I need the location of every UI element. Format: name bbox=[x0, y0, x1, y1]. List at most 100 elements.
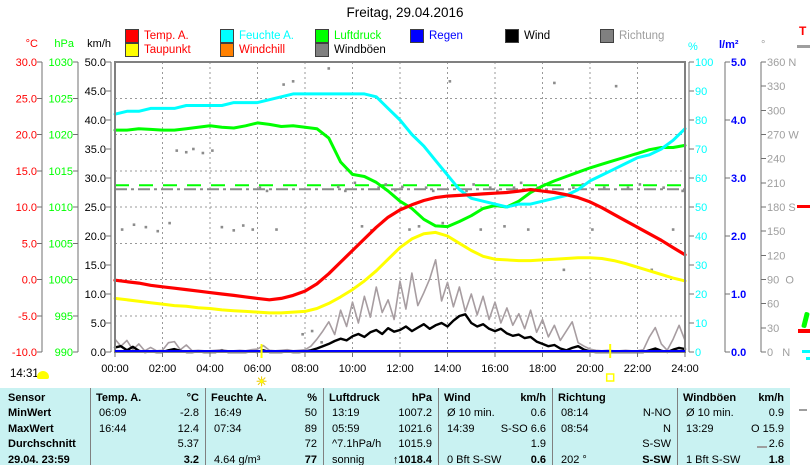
legend-swatch-icon bbox=[410, 29, 424, 43]
axis-unit-kmh: km/h bbox=[87, 38, 111, 50]
axis-tick-label-hpa: 1020 bbox=[49, 130, 73, 142]
axis-tick-label-kmh: 45.0 bbox=[85, 86, 106, 98]
table-cell: sonnig ↑1018.4 bbox=[332, 453, 432, 465]
table-cell: 05:59 1021.6 bbox=[332, 422, 432, 435]
direction-point bbox=[614, 84, 618, 88]
axis-tick-label-deg: 210 bbox=[767, 178, 785, 190]
axis-tick-label-kmh: 10.0 bbox=[85, 289, 106, 301]
legend-swatch-icon bbox=[220, 29, 234, 43]
time-tick-label: 06:00 bbox=[244, 363, 272, 375]
table-cell: Wind km/h bbox=[444, 391, 546, 404]
legend-swatch-icon bbox=[315, 43, 329, 57]
axis-tick-label-percent: 10 bbox=[695, 318, 707, 330]
axis-unit-hpa: hPa bbox=[54, 38, 74, 50]
legend-swatch-icon bbox=[600, 29, 614, 43]
time-tick-label: 10:00 bbox=[339, 363, 367, 375]
direction-point bbox=[417, 225, 421, 228]
table-cell: 08:14 N-NO bbox=[561, 407, 671, 420]
direction-point bbox=[168, 221, 171, 225]
axis-tick-label-deg: 90 O bbox=[767, 275, 794, 287]
legend-item-temp-a-: Temp. A. bbox=[125, 29, 189, 43]
legend-item-feuchte-a-: Feuchte A. bbox=[220, 29, 294, 43]
axis-tick-label-percent: 50 bbox=[695, 202, 707, 214]
axis-tick-label-celsius: 30.0 bbox=[16, 57, 37, 69]
time-tick-label: 18:00 bbox=[529, 363, 557, 375]
axis-tick-label-deg: 360 N bbox=[767, 57, 796, 69]
legend-label: Windchill bbox=[239, 44, 286, 56]
axis-tick-label-kmh: 30.0 bbox=[85, 173, 106, 185]
direction-point bbox=[336, 185, 340, 189]
time-tick-label: 12:00 bbox=[386, 363, 414, 375]
direction-point bbox=[275, 228, 278, 231]
table-cell: Feuchte A.% bbox=[211, 391, 317, 404]
axis-tick-label-celsius: 20.0 bbox=[16, 130, 37, 142]
legend-label: Luftdruck bbox=[334, 30, 382, 42]
series-feuchte-a- bbox=[113, 92, 687, 209]
direction-point bbox=[291, 80, 295, 83]
series-luftdruck bbox=[113, 121, 687, 229]
table-cell: 06:09 -2.8 bbox=[99, 407, 199, 420]
axis-unit-deg: ° bbox=[761, 39, 766, 51]
direction-point bbox=[519, 181, 523, 185]
direction-point bbox=[384, 183, 388, 186]
legend-label: Richtung bbox=[619, 30, 665, 42]
direction-point bbox=[408, 228, 411, 231]
axis-tick-label-hpa: 1030 bbox=[49, 57, 73, 69]
direction-point bbox=[241, 224, 245, 227]
edge-red-marker-icon bbox=[797, 205, 810, 208]
legend-label: Wind bbox=[524, 30, 551, 42]
axis-tick-label-celsius: 0.0 bbox=[22, 275, 37, 287]
axis-tick-label-percent: 40 bbox=[695, 231, 707, 243]
direction-point bbox=[496, 189, 499, 193]
axis-unit-percent: % bbox=[688, 41, 698, 53]
edge-red-marker2-icon bbox=[798, 329, 810, 333]
axis-tick-label-celsius: 10.0 bbox=[16, 202, 37, 214]
direction-point bbox=[251, 228, 255, 231]
axis-tick-label-lm2: 2.0 bbox=[731, 231, 746, 243]
direction-point bbox=[184, 150, 188, 154]
time-tick-label: 16:00 bbox=[481, 363, 509, 375]
direction-point bbox=[120, 228, 124, 231]
axis-tick-label-deg: 150 bbox=[767, 226, 785, 238]
table-cell: 07:34 89 bbox=[214, 422, 317, 435]
direction-point bbox=[360, 225, 364, 228]
direction-point bbox=[175, 149, 179, 152]
legend-label: Feuchte A. bbox=[239, 30, 294, 42]
direction-point bbox=[424, 186, 428, 189]
legend-swatch-icon bbox=[220, 43, 234, 57]
legend-item-wind: Wind bbox=[505, 29, 550, 43]
axis-tick-label-percent: 80 bbox=[695, 115, 707, 127]
legend-item-windböen: Windböen bbox=[315, 43, 386, 57]
direction-point bbox=[401, 185, 404, 189]
legend-swatch-icon bbox=[125, 29, 139, 43]
axis-tick-label-hpa: 990 bbox=[55, 347, 73, 359]
direction-point bbox=[377, 186, 380, 189]
direction-point bbox=[591, 228, 594, 231]
direction-point bbox=[220, 225, 224, 229]
table-cell: 1.9 bbox=[530, 438, 546, 451]
axis-tick-label-kmh: 20.0 bbox=[85, 231, 106, 243]
direction-point bbox=[553, 81, 556, 85]
legend-item-regen: Regen bbox=[410, 29, 463, 43]
direction-point bbox=[562, 268, 566, 272]
axis-tick-label-celsius: 5.0 bbox=[22, 238, 37, 250]
edge-artifact-icon bbox=[799, 409, 807, 411]
axis-tick-label-percent: 20 bbox=[695, 289, 707, 301]
legend-item-richtung: Richtung bbox=[600, 29, 664, 43]
direction-point bbox=[320, 341, 323, 344]
table-column: Wind km/h Ø 10 min. 0.6 14:39 S-SO 6.6 1.9 0 Bf… bbox=[438, 388, 552, 465]
table-column: Feuchte A.% 16:49 50 07:34 89 72 4.64 g/m³ 77 bbox=[205, 388, 323, 465]
table-column: Windböen km/h Ø 10 min. 0.9 13:29 O 15.9 2.6 1 … bbox=[677, 388, 790, 465]
axis-tick-label-lm2: 1.0 bbox=[731, 289, 746, 301]
table-cell: 0 Bft S-SW 0.6 bbox=[447, 453, 546, 465]
stats-table: Sensor MinWert MaxWert Durchschnitt 29.04. 2… bbox=[0, 388, 790, 465]
time-tick-label: 14:00 bbox=[434, 363, 462, 375]
direction-point bbox=[650, 268, 654, 272]
table-cell: MinWert bbox=[8, 407, 52, 420]
direction-point bbox=[526, 228, 530, 231]
table-cell: 13:19 1007.2 bbox=[332, 407, 432, 420]
legend-label: Temp. A. bbox=[144, 30, 189, 42]
legend-item-windchill: Windchill bbox=[220, 43, 285, 57]
edge-cyan-marker2-icon bbox=[806, 357, 810, 360]
table-cell: 4.64 g/m³ 77 bbox=[214, 453, 317, 465]
